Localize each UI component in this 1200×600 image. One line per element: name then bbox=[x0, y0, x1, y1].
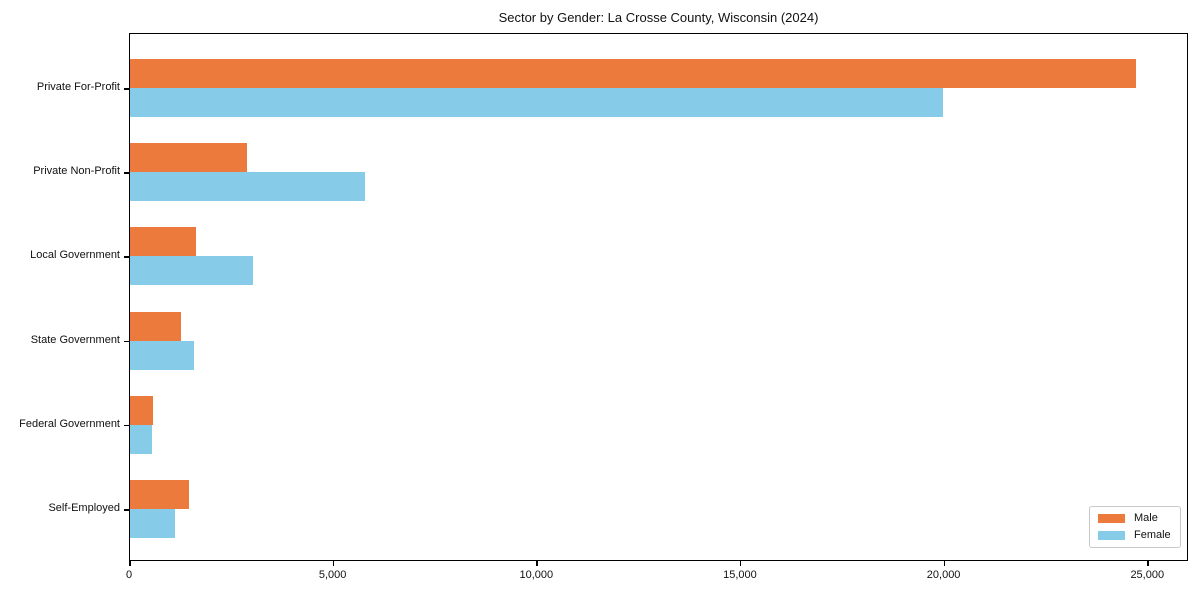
legend-label-male: Male bbox=[1134, 512, 1158, 524]
y-tick-mark bbox=[124, 256, 129, 258]
bar-female-2 bbox=[130, 256, 253, 286]
y-category-label: Local Government bbox=[30, 249, 120, 262]
x-tick-mark bbox=[943, 561, 946, 566]
bar-male-0 bbox=[130, 59, 1136, 88]
y-tick-mark bbox=[124, 340, 129, 343]
bar-female-3 bbox=[130, 340, 194, 370]
y-category-label: Self-Employed bbox=[48, 502, 120, 514]
bar-female-0 bbox=[130, 88, 943, 117]
y-category-label: Federal Government bbox=[19, 417, 120, 430]
bar-male-2 bbox=[130, 227, 196, 257]
legend-item-male: Male bbox=[1098, 513, 1172, 524]
legend-swatch-male bbox=[1098, 514, 1125, 523]
legend-swatch-female bbox=[1098, 531, 1125, 540]
plot-area bbox=[129, 33, 1188, 561]
x-tick-label: 25,000 bbox=[1130, 569, 1165, 581]
y-category-label: State Government bbox=[30, 333, 120, 346]
y-tick-mark bbox=[124, 509, 129, 511]
bar-female-1 bbox=[130, 172, 365, 202]
y-category-label: Private For-Profit bbox=[36, 81, 120, 93]
bar-male-1 bbox=[130, 143, 247, 173]
chart-title: Sector by Gender: La Crosse County, Wisc… bbox=[498, 10, 819, 25]
y-tick-mark bbox=[124, 424, 129, 427]
y-tick-mark bbox=[124, 88, 129, 90]
x-tick-mark bbox=[739, 561, 742, 566]
legend: Male Female bbox=[1089, 506, 1181, 548]
x-tick-label: 10,000 bbox=[519, 569, 554, 581]
x-tick-label: 5,000 bbox=[318, 569, 347, 581]
x-tick-label: 20,000 bbox=[926, 569, 961, 581]
legend-label-female: Female bbox=[1134, 529, 1171, 541]
legend-item-female: Female bbox=[1098, 530, 1172, 541]
x-tick-label: 0 bbox=[125, 569, 133, 581]
bar-male-5 bbox=[130, 480, 189, 509]
x-tick-label: 15,000 bbox=[723, 569, 757, 581]
x-tick-mark bbox=[1147, 561, 1149, 566]
y-tick-mark bbox=[124, 172, 129, 174]
bar-female-5 bbox=[130, 509, 175, 538]
bar-female-4 bbox=[130, 424, 152, 454]
y-category-label: Private Non-Profit bbox=[33, 165, 120, 178]
bar-male-3 bbox=[130, 311, 181, 341]
x-tick-mark bbox=[536, 561, 538, 566]
x-tick-mark bbox=[129, 561, 131, 566]
bar-male-4 bbox=[130, 395, 153, 425]
x-tick-mark bbox=[332, 561, 335, 566]
